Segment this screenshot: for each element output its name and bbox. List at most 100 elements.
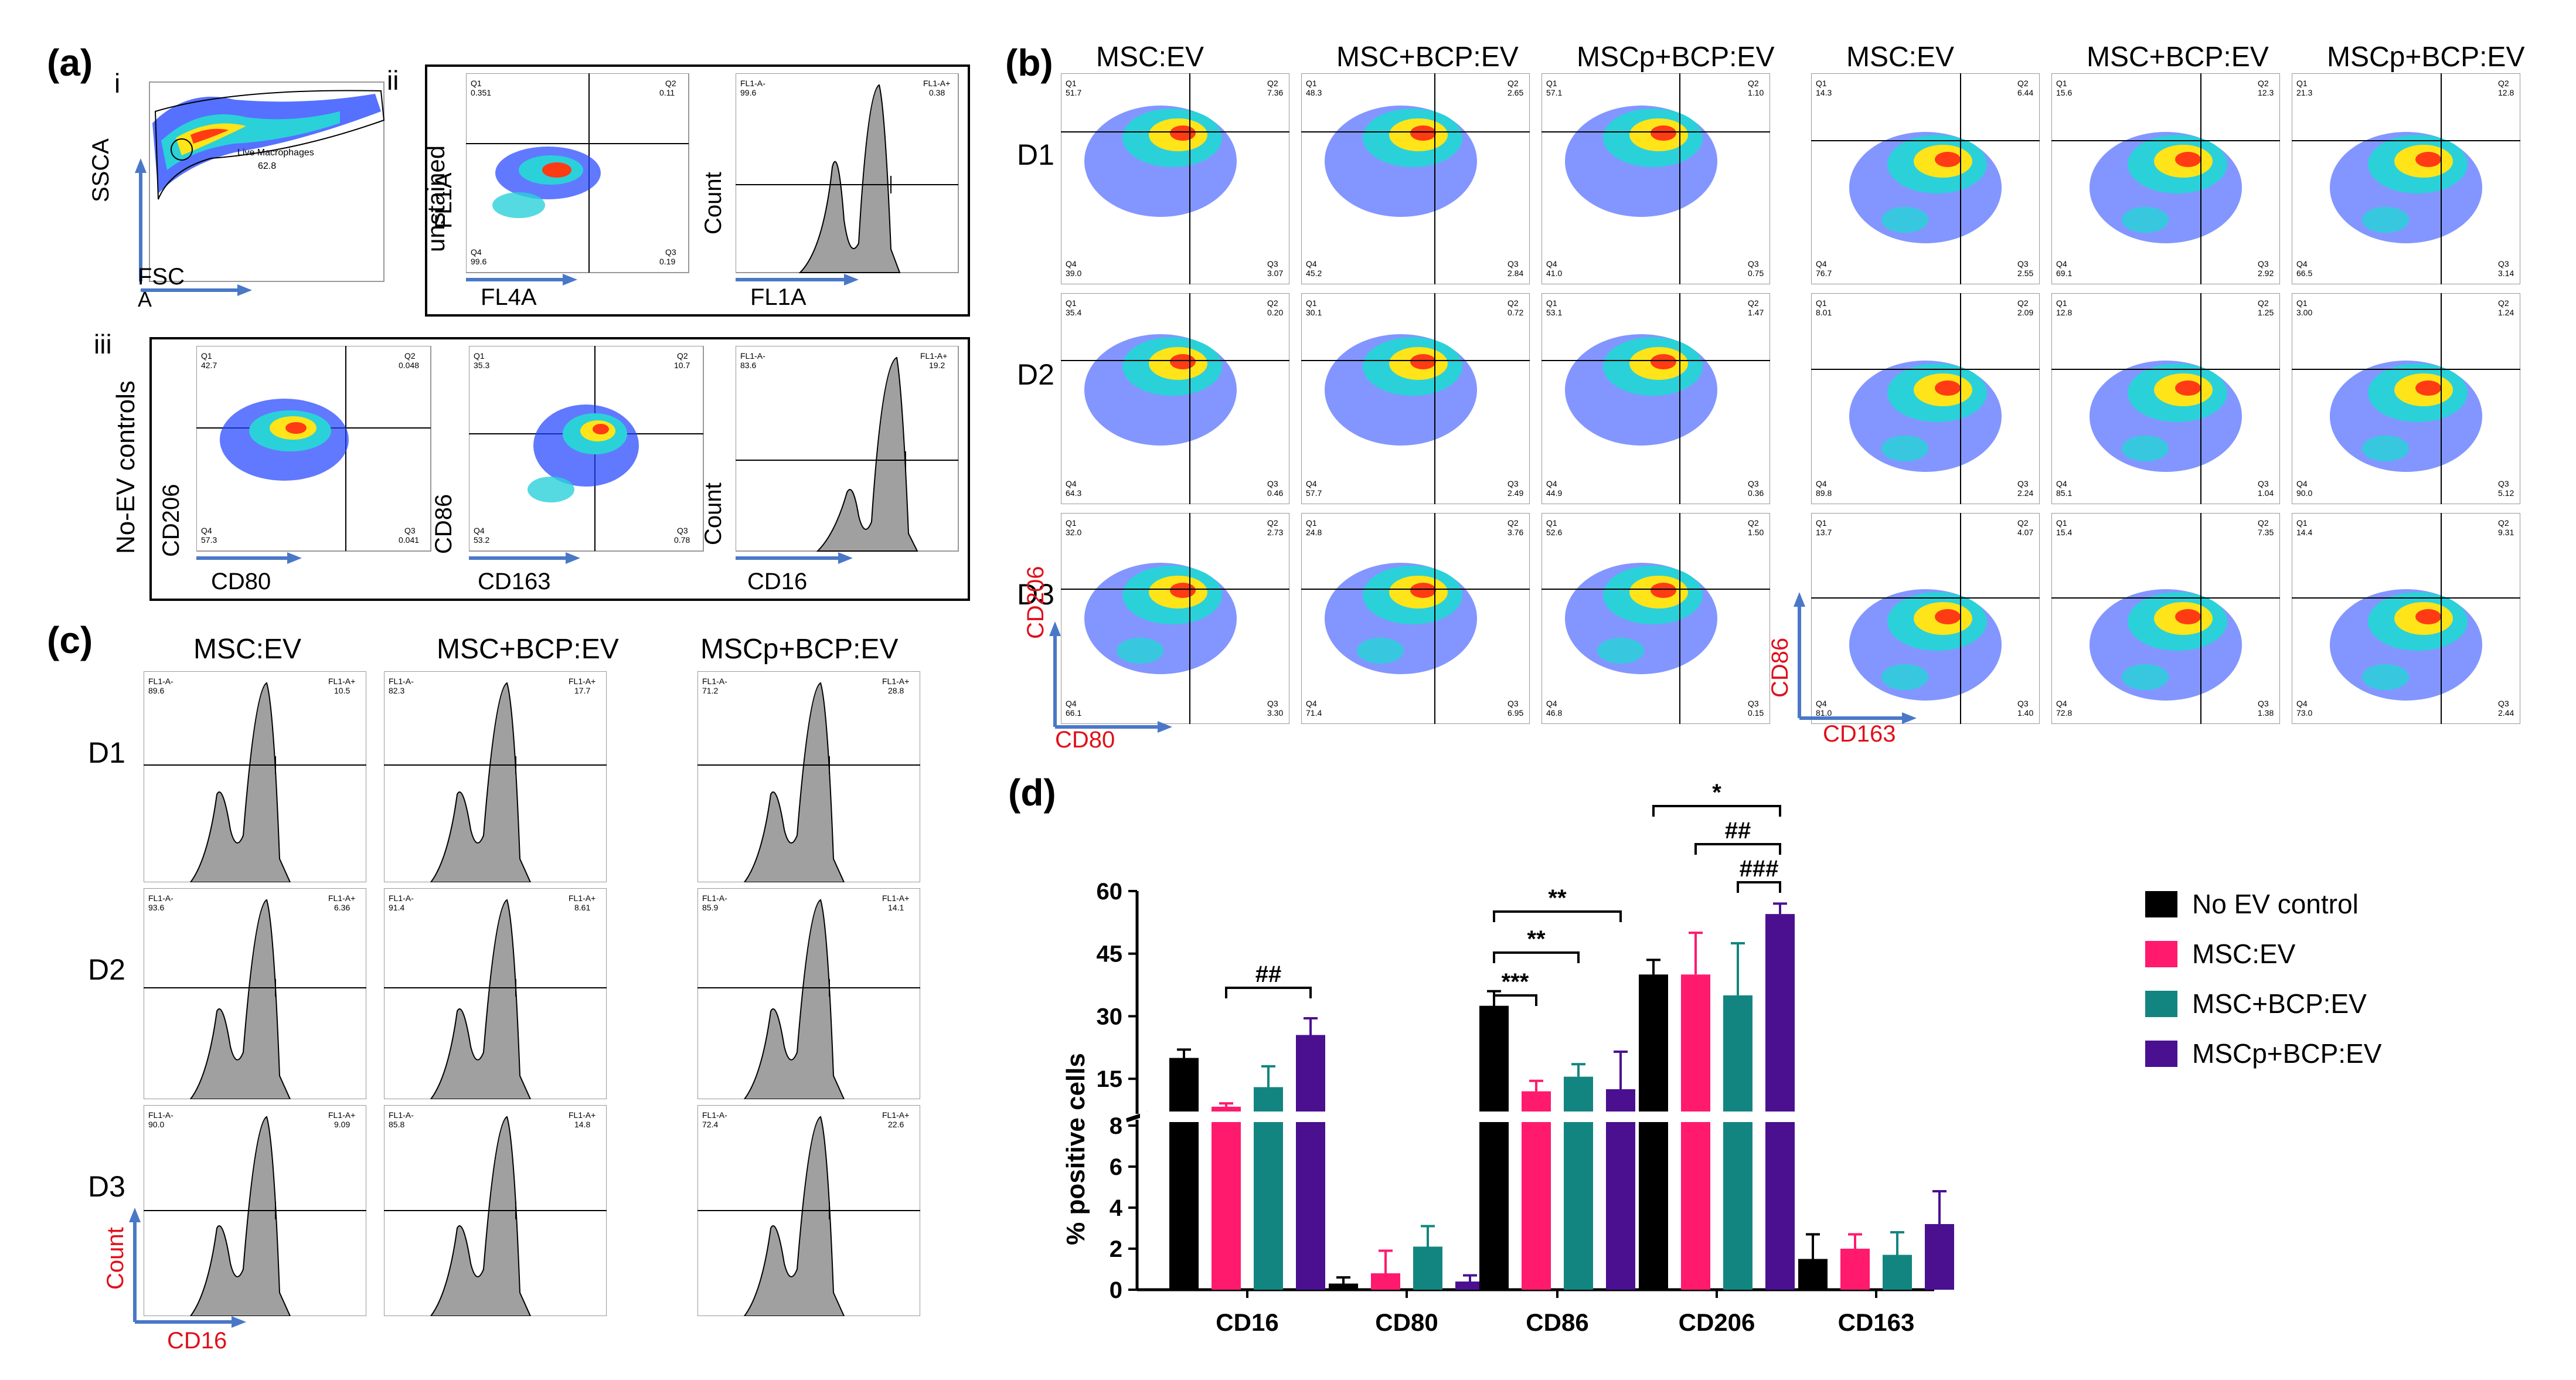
quadrant-value: 2.84 (1508, 268, 1523, 278)
bar (1925, 1224, 1954, 1290)
quadrant-value: 12.3 (2258, 88, 2274, 97)
quadrant-label: Q3 (1748, 259, 1759, 268)
fl1a-axis-label: FL1A (431, 172, 457, 229)
quadrant-label: Q2 (2017, 79, 2029, 88)
sig-cd206-b-label: ## (1725, 818, 1751, 844)
scatter-peak (2175, 152, 2201, 167)
gate-left-title: FL1-A- (389, 677, 414, 686)
svg-text:Q3: Q3 (665, 247, 676, 257)
panel-b-col-header: MSCp+BCP:EV (1577, 42, 1775, 73)
sig-cd86-c-label: *** (1502, 969, 1529, 995)
svg-text:42.7: 42.7 (201, 361, 217, 370)
gate-right-title: FL1-A+ (328, 1110, 355, 1120)
histogram-shape (430, 899, 532, 1099)
fsc-axis-label: FSC (138, 264, 185, 290)
quadrant-value: 13.7 (1816, 528, 1832, 537)
gate-left-value: 72.4 (702, 1120, 718, 1129)
panel-b-axis-arrows-right (1794, 592, 1917, 724)
quadrant-label: Q2 (1508, 79, 1519, 88)
bar (1329, 1283, 1358, 1290)
histogram-shape (743, 682, 845, 882)
gate-left-value: 71.2 (702, 686, 718, 695)
quadrant-value: 2.24 (2017, 488, 2033, 498)
y-tick-label: 8 (1110, 1113, 1122, 1139)
svg-text:Q2: Q2 (665, 79, 676, 88)
gate-right-title: FL1-A+ (569, 893, 595, 903)
quadrant-label: Q1 (1306, 79, 1317, 88)
histogram-shape (430, 1116, 532, 1316)
svg-text:Q1: Q1 (471, 79, 482, 88)
quadrant-value: 46.8 (1546, 708, 1562, 718)
bar (1883, 1255, 1912, 1290)
panel-c-row-header: D3 (88, 1170, 125, 1203)
bar (1639, 974, 1668, 1290)
quadrant-value: 3.07 (1267, 268, 1283, 278)
quadrant-label: Q3 (2498, 259, 2509, 268)
gate-label: Live Macrophages (237, 148, 314, 158)
bar (1765, 914, 1795, 1290)
no-ev-label: No-EV controls (111, 380, 140, 554)
quadrant-label: Q2 (2258, 79, 2269, 88)
quadrant-label: Q1 (2056, 518, 2067, 528)
panel-a-sub-ii: ii (387, 65, 399, 96)
y-tick-label: 30 (1097, 1004, 1123, 1029)
quadrant-value: 1.50 (1748, 528, 1764, 537)
quadrant-value: 2.73 (1267, 528, 1283, 537)
scatter-peak (2415, 380, 2441, 396)
quadrant-value: 0.72 (1508, 308, 1523, 317)
sig-cd16-label: ## (1255, 961, 1282, 987)
quadrant-label: Q4 (1816, 479, 1827, 488)
quadrant-label: Q2 (2017, 518, 2029, 528)
quadrant-value: 6.95 (1508, 708, 1523, 718)
quadrant-label: Q4 (2296, 479, 2308, 488)
quadrant-label: Q3 (1508, 699, 1519, 708)
histogram-shape (189, 682, 291, 882)
gate-right-value: 9.09 (334, 1120, 350, 1129)
scatter-peak (2175, 609, 2201, 624)
quadrant-label: Q1 (2056, 298, 2067, 308)
fl4a-axis-label: FL4A (481, 284, 537, 310)
y-tick-label: 6 (1110, 1154, 1122, 1180)
quadrant-label: Q4 (2056, 699, 2067, 708)
quadrant-label: Q2 (1748, 518, 1759, 528)
quadrant-value: 14.3 (1816, 88, 1832, 97)
panel-b-x-label-left: CD80 (1055, 727, 1115, 753)
svg-text:FL1-A+: FL1-A+ (920, 351, 947, 361)
quadrant-value: 3.14 (2498, 268, 2514, 278)
sig-cd206-c-label: ### (1740, 856, 1779, 882)
quadrant-value: 1.04 (2258, 488, 2274, 498)
quadrant-label: Q1 (1816, 79, 1827, 88)
quadrant-label: Q3 (2017, 479, 2029, 488)
bar (1522, 1091, 1551, 1290)
bar (1606, 1089, 1635, 1290)
gate-left-title: FL1-A- (702, 893, 727, 903)
quadrant-label: Q3 (1748, 479, 1759, 488)
bar (1371, 1273, 1400, 1290)
quadrant-label: Q3 (1267, 479, 1278, 488)
sig-cd206-a-label: * (1712, 780, 1721, 805)
quadrant-value: 41.0 (1546, 268, 1562, 278)
sig-cd86-a (1493, 910, 1622, 922)
quadrant-value: 2.49 (1508, 488, 1523, 498)
scatter-sub (2122, 664, 2169, 690)
quadrant-label: Q4 (2296, 699, 2308, 708)
quadrant-label: Q4 (1066, 699, 1077, 708)
panel-c-x-label: CD16 (167, 1328, 227, 1354)
svg-text:Q2: Q2 (404, 351, 416, 361)
legend-label: MSC+BCP:EV (2192, 988, 2367, 1019)
quadrant-value: 3.30 (1267, 708, 1283, 718)
bar (1413, 1246, 1442, 1290)
gate-right-title: FL1-A+ (882, 893, 909, 903)
quadrant-label: Q1 (2056, 79, 2067, 88)
panel-b-col-header: MSC:EV (1096, 42, 1204, 73)
quadrant-value: 72.8 (2056, 708, 2072, 718)
quadrant-label: Q2 (1508, 518, 1519, 528)
quadrant-value: 90.0 (2296, 488, 2312, 498)
fl1a-x-axis-label: FL1A (750, 284, 807, 310)
noev-cd16-histogram: FL1-A-83.6 FL1-A+19.2 (736, 346, 959, 564)
quadrant-label: Q2 (1508, 298, 1519, 308)
